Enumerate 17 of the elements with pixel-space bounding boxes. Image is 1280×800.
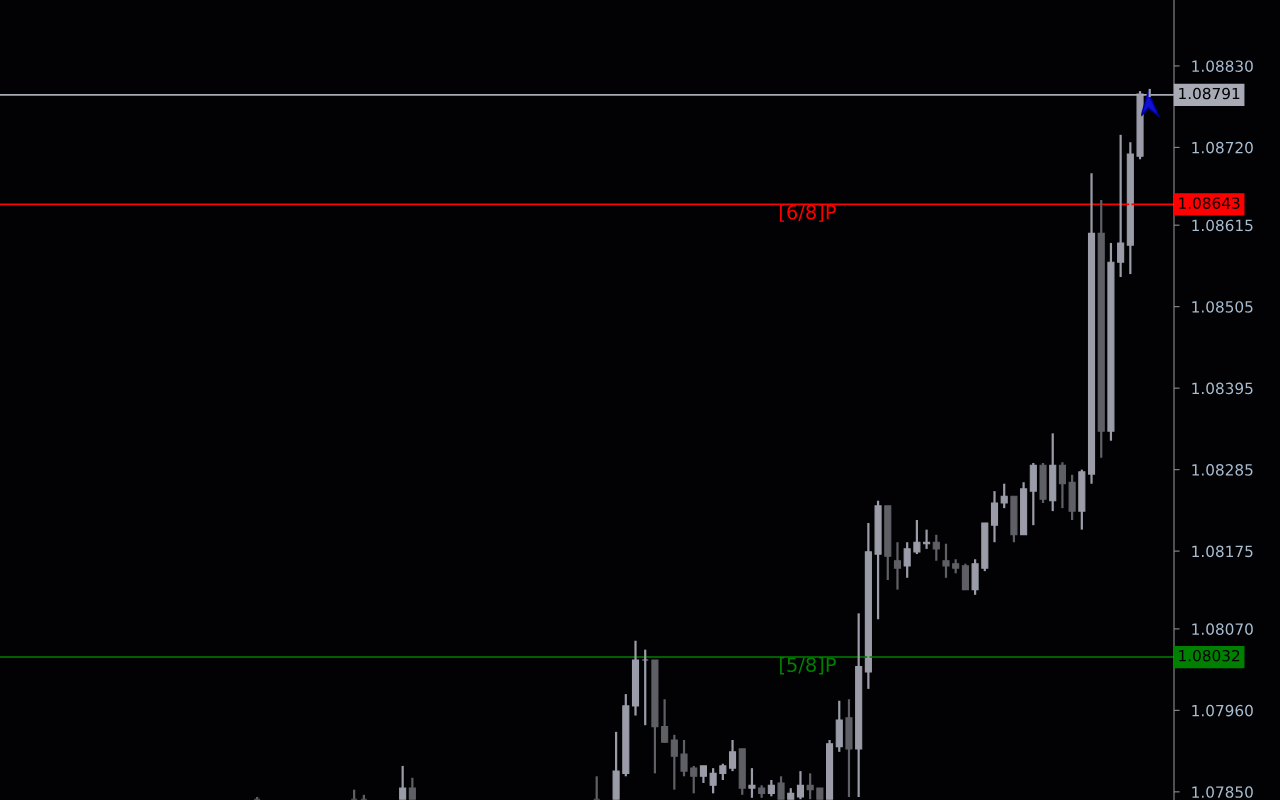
y-tick-label: 1.08720 [1192,141,1253,154]
y-tick-label: 1.08070 [1192,623,1253,635]
text: 1.08032 [1179,649,1240,662]
y-tick-label: 1.08505 [1192,301,1253,313]
y-tick-label: 1.08395 [1192,382,1253,395]
y-tick-label: 1.08175 [1192,545,1253,558]
candlestick [816,787,824,800]
y-tick-label: 1.07850 [1192,786,1253,798]
text: 1.08643 [1179,197,1240,209]
y-tick-label: 1.08615 [1192,219,1253,232]
text: 1.08791 [1179,87,1240,100]
y-tick-label: 1.07960 [1192,704,1253,717]
y-tick-label: 1.08830 [1192,60,1253,72]
candlestick [942,542,950,579]
y-tick-label: 1.08285 [1192,464,1253,476]
ref-line-label: [5/8]P [780,657,836,675]
ref-line-label: [6/8]P [780,204,836,222]
